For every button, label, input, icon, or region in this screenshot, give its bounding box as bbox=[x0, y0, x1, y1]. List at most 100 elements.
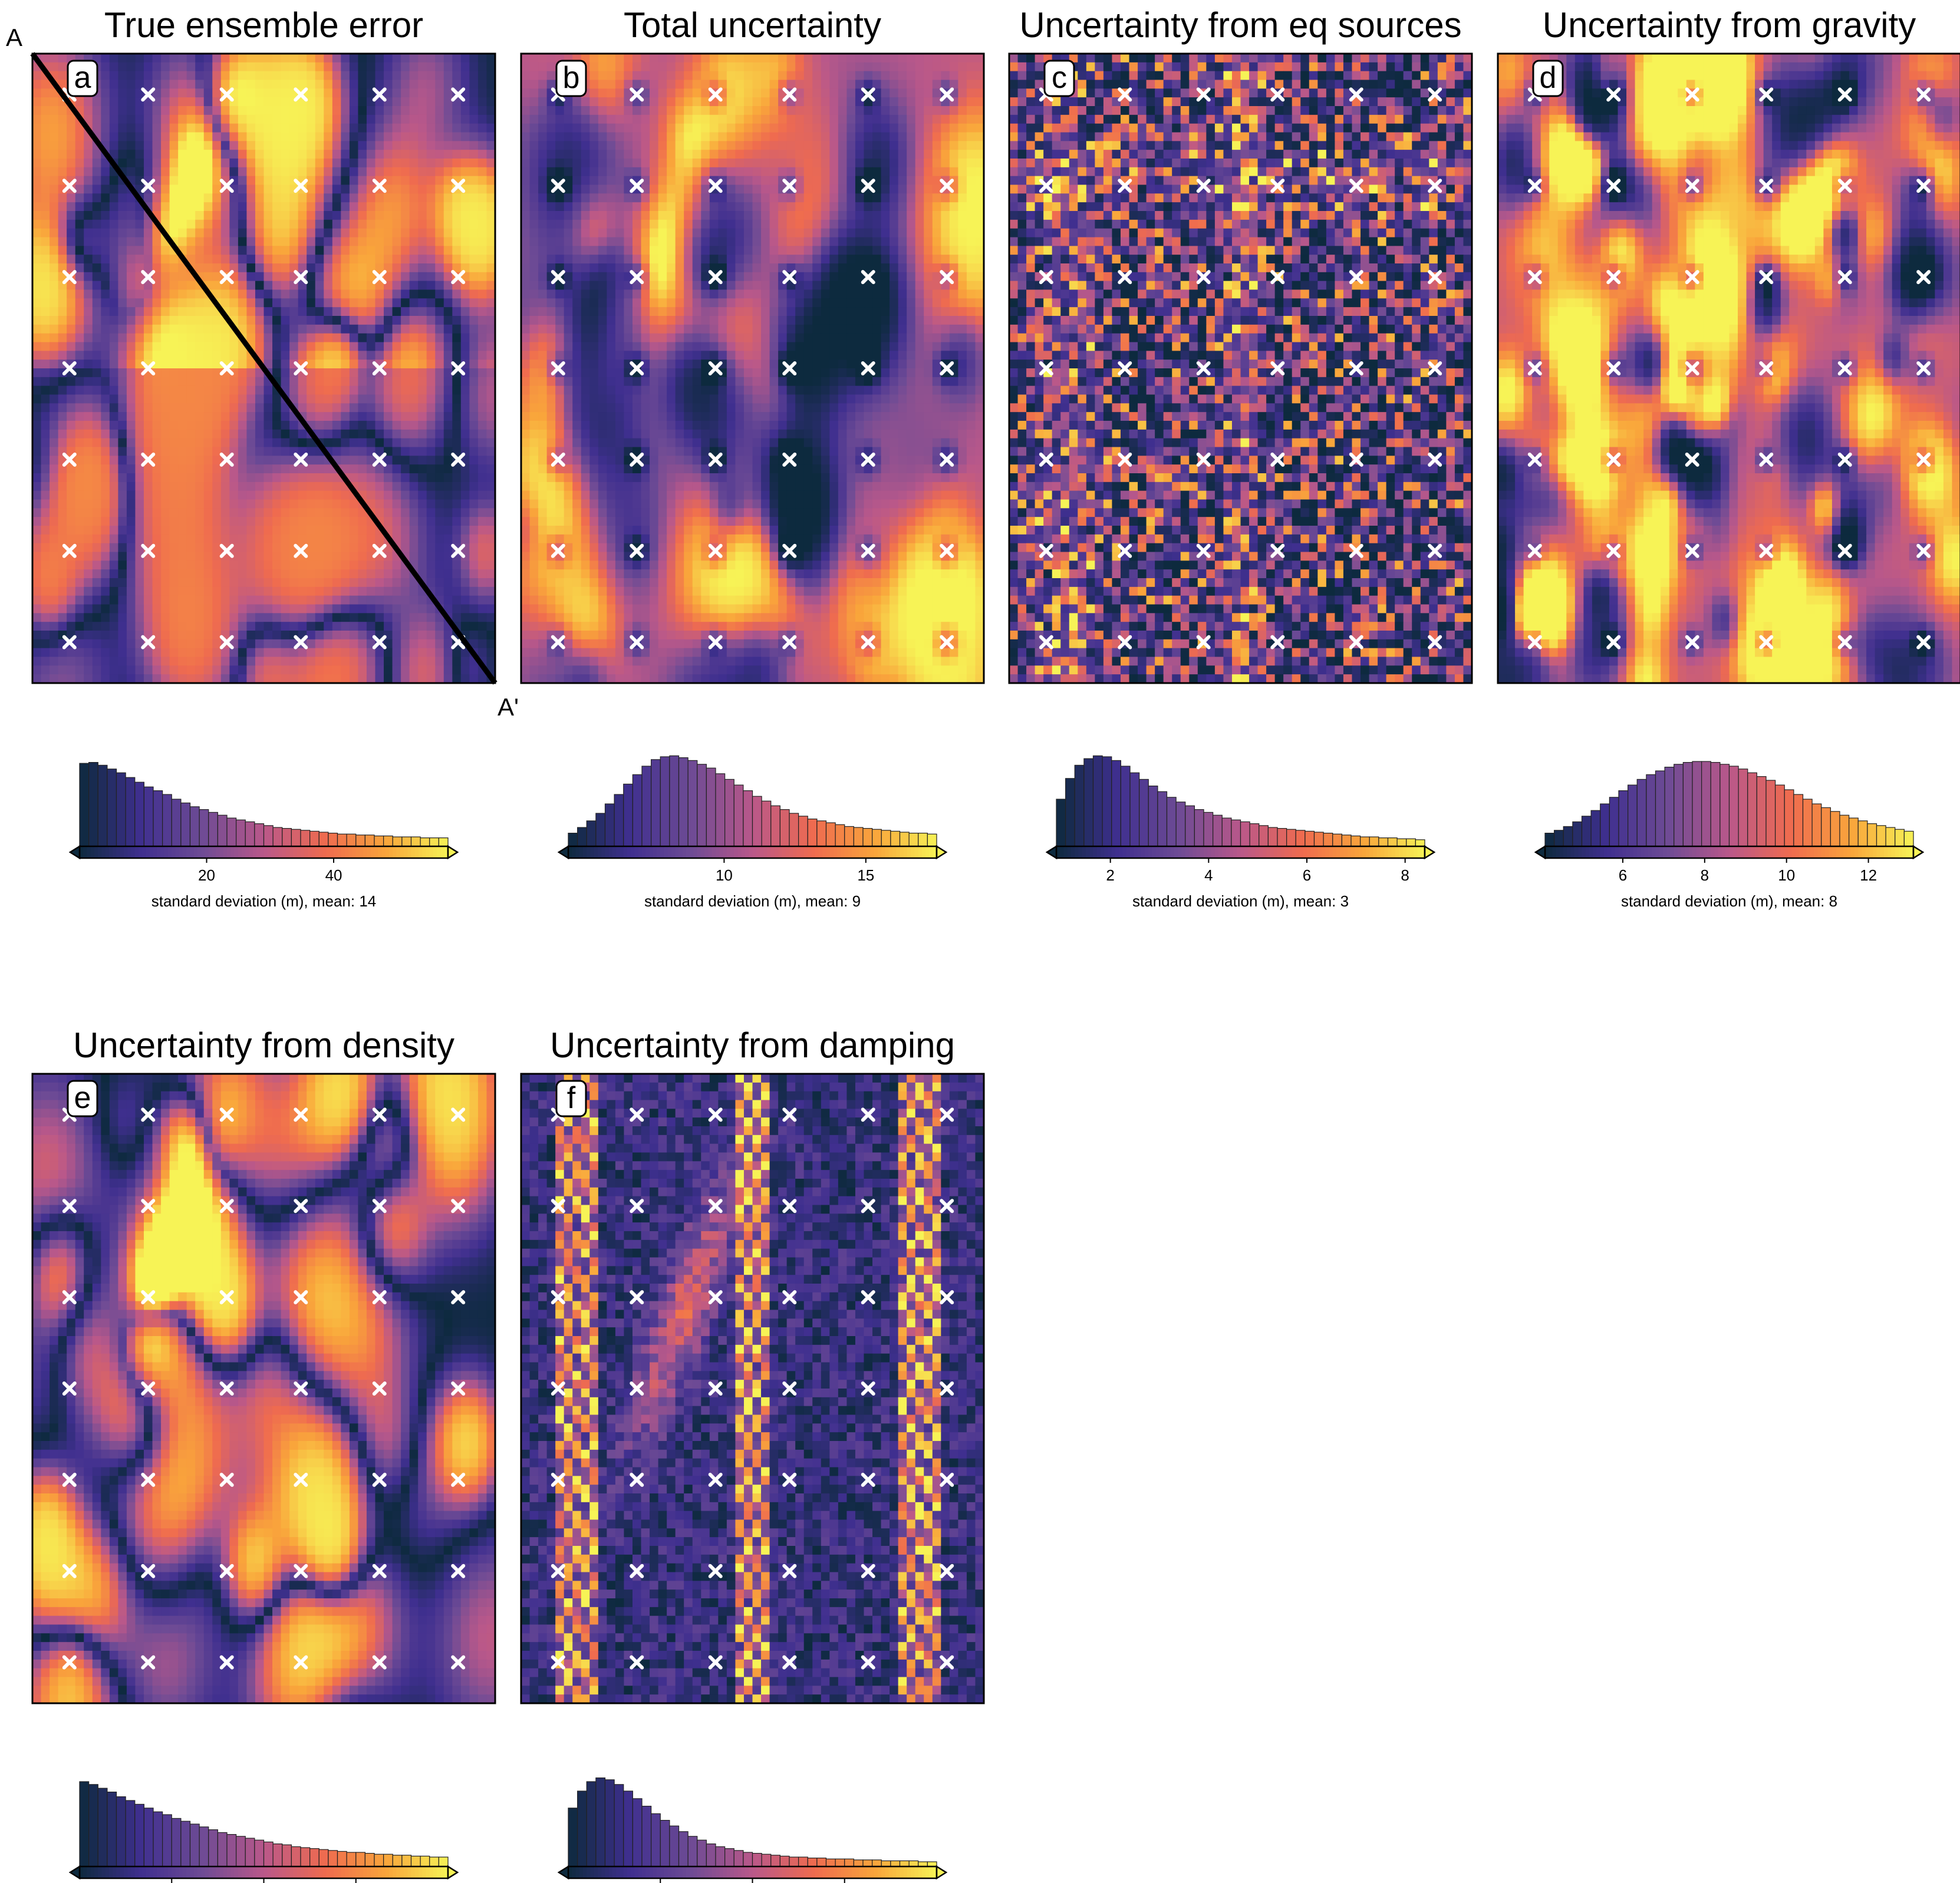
colorbar-segment bbox=[293, 846, 298, 858]
heatmap-cell bbox=[349, 360, 359, 369]
heatmap-cell bbox=[255, 167, 265, 177]
heatmap-cell bbox=[126, 71, 136, 81]
heatmap-cell bbox=[375, 141, 384, 150]
heatmap-cell bbox=[607, 54, 616, 63]
heatmap-cell bbox=[349, 456, 359, 465]
heatmap-cell bbox=[607, 62, 616, 72]
heatmap-cell bbox=[358, 403, 367, 413]
heatmap-cell bbox=[238, 447, 248, 456]
heatmap-cell bbox=[58, 202, 67, 212]
heatmap-cell bbox=[41, 464, 50, 474]
heatmap-cell bbox=[186, 307, 196, 316]
heatmap-cell bbox=[58, 289, 67, 299]
heatmap-cell bbox=[555, 193, 565, 203]
histogram-bar bbox=[97, 764, 108, 847]
heatmap-cell bbox=[307, 202, 316, 212]
heatmap-cell bbox=[477, 176, 487, 186]
heatmap-cell bbox=[238, 464, 248, 474]
heatmap-cell bbox=[469, 377, 479, 387]
heatmap-cell bbox=[186, 394, 196, 404]
heatmap-cell bbox=[460, 622, 470, 631]
heatmap-cell bbox=[307, 368, 316, 378]
heatmap-cell bbox=[650, 141, 659, 150]
heatmap-cell bbox=[477, 342, 487, 351]
heatmap-cell bbox=[186, 613, 196, 622]
heatmap-cell bbox=[84, 159, 93, 168]
heatmap-cell bbox=[272, 167, 282, 177]
heatmap-cell bbox=[255, 377, 265, 387]
heatmap-cell bbox=[272, 141, 282, 150]
heatmap-cell bbox=[435, 368, 444, 378]
heatmap-cell bbox=[32, 228, 42, 238]
heatmap-cell bbox=[92, 237, 101, 246]
heatmap-cell bbox=[572, 184, 582, 194]
heatmap-cell bbox=[195, 193, 205, 203]
heatmap-cell bbox=[718, 71, 727, 81]
heatmap-cell bbox=[460, 316, 470, 325]
heatmap-cell bbox=[607, 141, 616, 150]
heatmap-cell bbox=[538, 141, 548, 150]
heatmap-cell bbox=[307, 228, 316, 238]
heatmap-cell bbox=[169, 569, 179, 579]
heatmap-cell bbox=[255, 114, 265, 124]
heatmap-cell bbox=[324, 517, 333, 526]
heatmap-cell bbox=[786, 114, 796, 124]
colorbar-segment bbox=[348, 846, 353, 858]
heatmap-cell bbox=[607, 167, 616, 177]
heatmap-cell bbox=[50, 246, 59, 255]
heatmap-cell bbox=[898, 106, 907, 116]
heatmap-cell bbox=[409, 604, 419, 614]
heatmap-cell bbox=[812, 62, 822, 72]
heatmap-cell bbox=[263, 246, 273, 255]
heatmap-cell bbox=[101, 307, 110, 316]
heatmap-cell bbox=[349, 569, 359, 579]
heatmap-cell bbox=[152, 333, 162, 343]
heatmap-cell bbox=[349, 560, 359, 570]
heatmap-cell bbox=[229, 62, 239, 72]
heatmap-cell bbox=[246, 456, 256, 465]
heatmap-cell bbox=[812, 132, 822, 141]
heatmap-cell bbox=[32, 456, 42, 465]
heatmap-cell bbox=[975, 184, 984, 194]
heatmap-cell bbox=[41, 114, 50, 124]
heatmap-cell bbox=[846, 62, 856, 72]
histogram-bar bbox=[245, 821, 255, 847]
heatmap-cell bbox=[229, 499, 239, 509]
heatmap-cell bbox=[409, 526, 419, 535]
heatmap-cell bbox=[615, 62, 625, 72]
heatmap-cell bbox=[358, 159, 367, 168]
heatmap-cell bbox=[143, 421, 153, 430]
heatmap-cell bbox=[332, 377, 341, 387]
heatmap-cell bbox=[409, 228, 419, 238]
heatmap-cell bbox=[281, 534, 290, 544]
heatmap-cell bbox=[92, 490, 101, 500]
heatmap-cell bbox=[932, 123, 941, 133]
heatmap-cell bbox=[443, 342, 453, 351]
heatmap-cell bbox=[229, 333, 239, 343]
heatmap-cell bbox=[650, 123, 659, 133]
heatmap-cell bbox=[289, 508, 299, 517]
heatmap-cell bbox=[443, 473, 453, 483]
heatmap-cell bbox=[169, 403, 179, 413]
heatmap-cell bbox=[263, 403, 273, 413]
heatmap-cell bbox=[50, 657, 59, 666]
heatmap-cell bbox=[418, 473, 427, 483]
heatmap-cell bbox=[452, 674, 462, 684]
heatmap-cell bbox=[152, 141, 162, 150]
heatmap-cell bbox=[658, 141, 667, 150]
heatmap-cell bbox=[521, 159, 531, 168]
heatmap-cell bbox=[486, 62, 496, 72]
heatmap-cell bbox=[152, 403, 162, 413]
heatmap-cell bbox=[855, 159, 865, 168]
heatmap-cell bbox=[426, 665, 436, 675]
heatmap-cell bbox=[838, 88, 848, 98]
heatmap-cell bbox=[41, 289, 50, 299]
heatmap-cell bbox=[135, 228, 144, 238]
heatmap-cell bbox=[701, 159, 710, 168]
heatmap-cell bbox=[50, 385, 59, 395]
heatmap-cell bbox=[109, 394, 118, 404]
heatmap-cell bbox=[255, 289, 265, 299]
heatmap-cell bbox=[263, 622, 273, 631]
heatmap-cell bbox=[41, 88, 50, 98]
heatmap-cell bbox=[186, 88, 196, 98]
